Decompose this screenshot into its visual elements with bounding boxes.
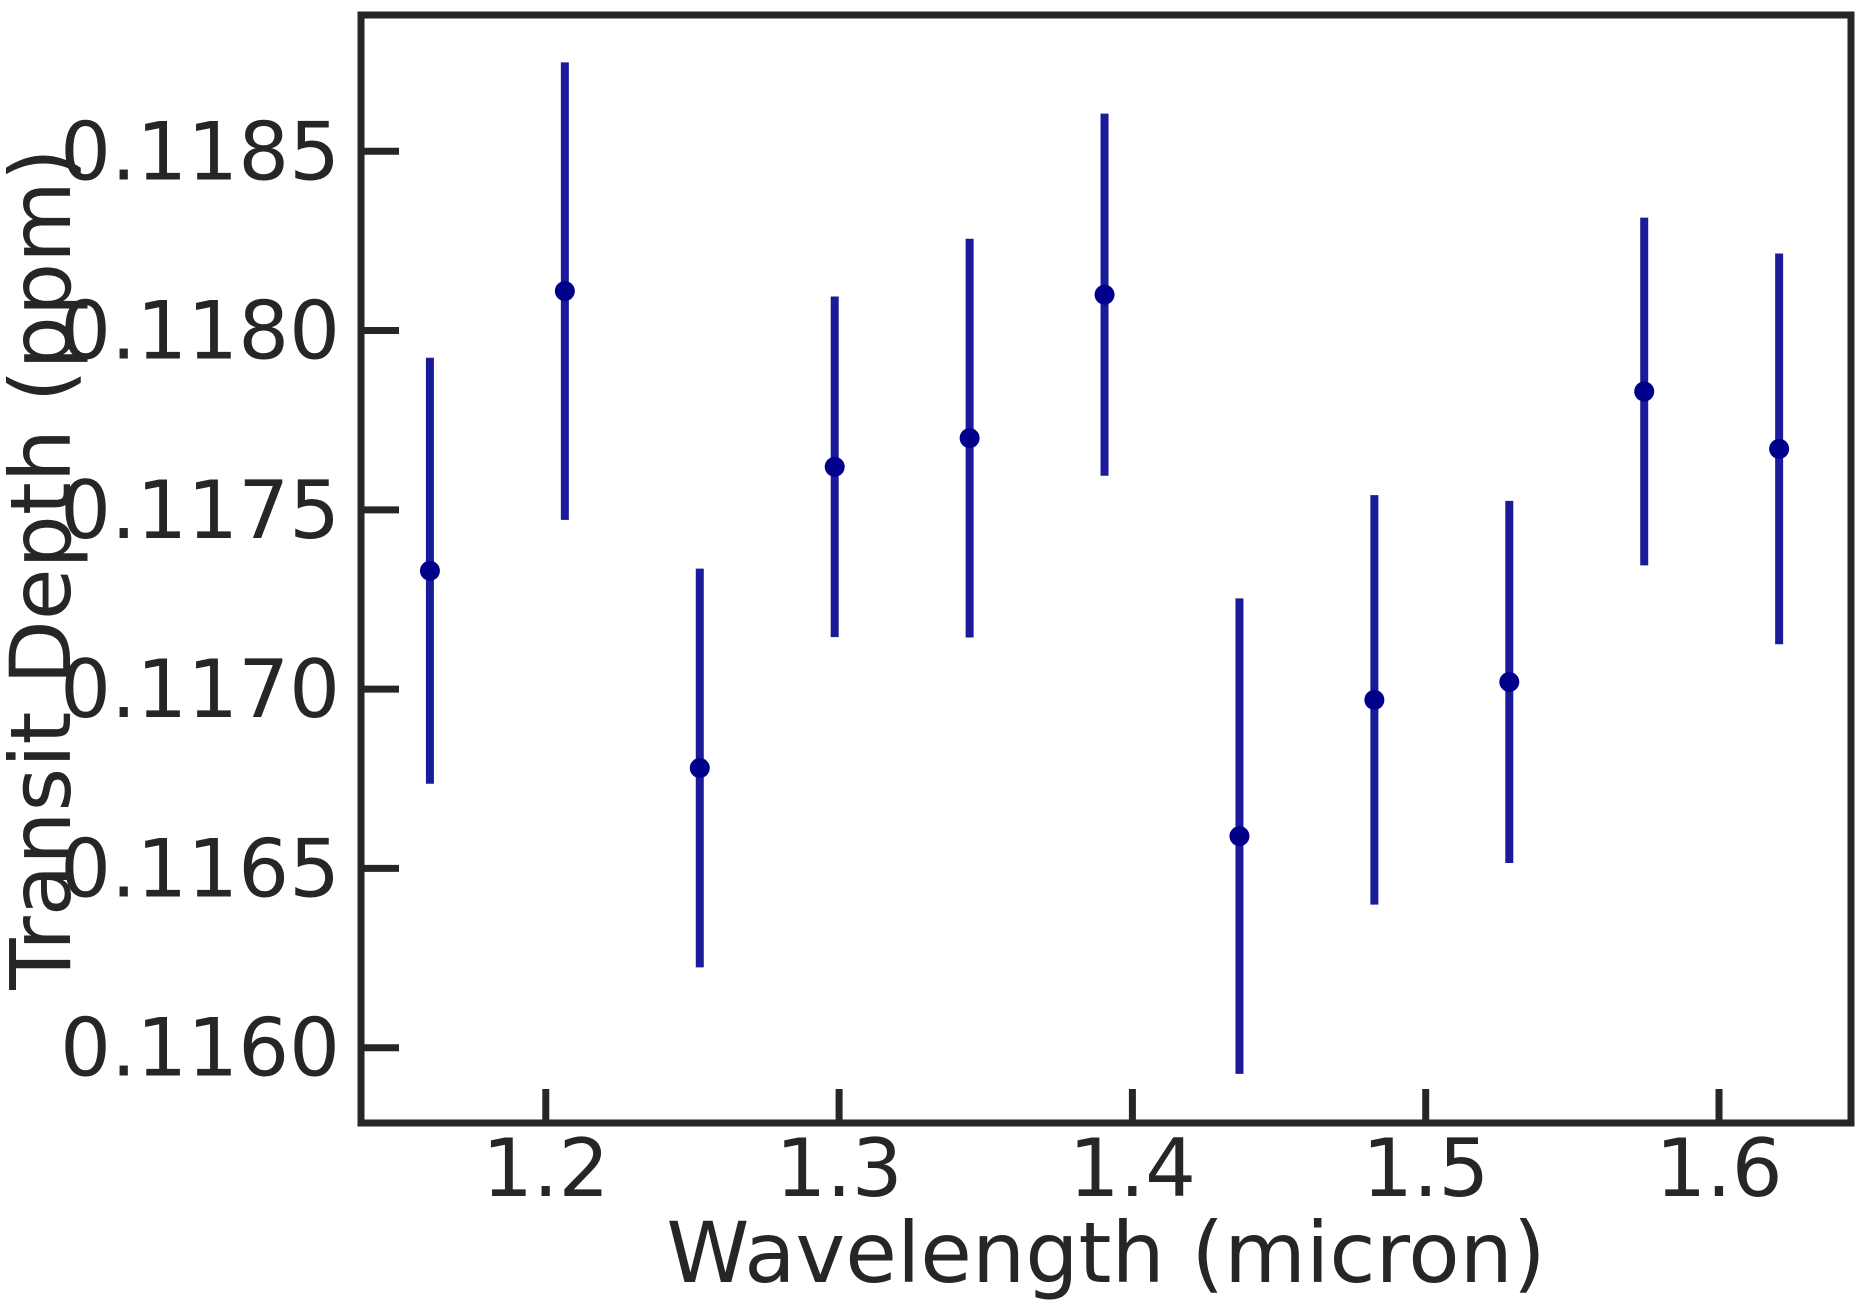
x-tick-label: 1.4: [1069, 1122, 1196, 1215]
data-point: [1364, 689, 1385, 710]
x-tick-label: 1.3: [775, 1122, 902, 1215]
data-point: [1229, 826, 1250, 847]
x-tick-label: 1.2: [482, 1122, 609, 1215]
data-point: [1094, 284, 1115, 305]
data-point: [1769, 438, 1790, 459]
y-tick-label: 0.1175: [60, 464, 340, 557]
axis-ticks: 1.2 1.3 1.4 1.5 1.6 0.1160 0.1165 0.1170 0.1175 0…: [60, 105, 1783, 1215]
x-tick-label: 1.6: [1655, 1122, 1782, 1215]
y-tick-label: 0.1165: [60, 822, 340, 915]
x-tick-label: 1.5: [1362, 1122, 1489, 1215]
data-point: [1634, 381, 1655, 402]
data-point: [1499, 671, 1520, 692]
data-point: [689, 758, 710, 779]
plot-frame: [357, 11, 1855, 1127]
plot-marks: [419, 62, 1790, 1074]
y-tick-label: 0.1160: [60, 1002, 340, 1095]
y-axis-title: Transit Depth (ppm): [0, 148, 90, 991]
data-point: [419, 560, 440, 581]
data-point: [959, 428, 980, 449]
y-tick-label: 0.1170: [60, 643, 340, 736]
data-point: [824, 456, 845, 477]
data-point: [554, 281, 575, 302]
y-tick-label: 0.1185: [60, 105, 340, 198]
x-axis-title: Wavelength (micron): [666, 1204, 1545, 1302]
y-tick-label: 0.1180: [60, 285, 340, 378]
